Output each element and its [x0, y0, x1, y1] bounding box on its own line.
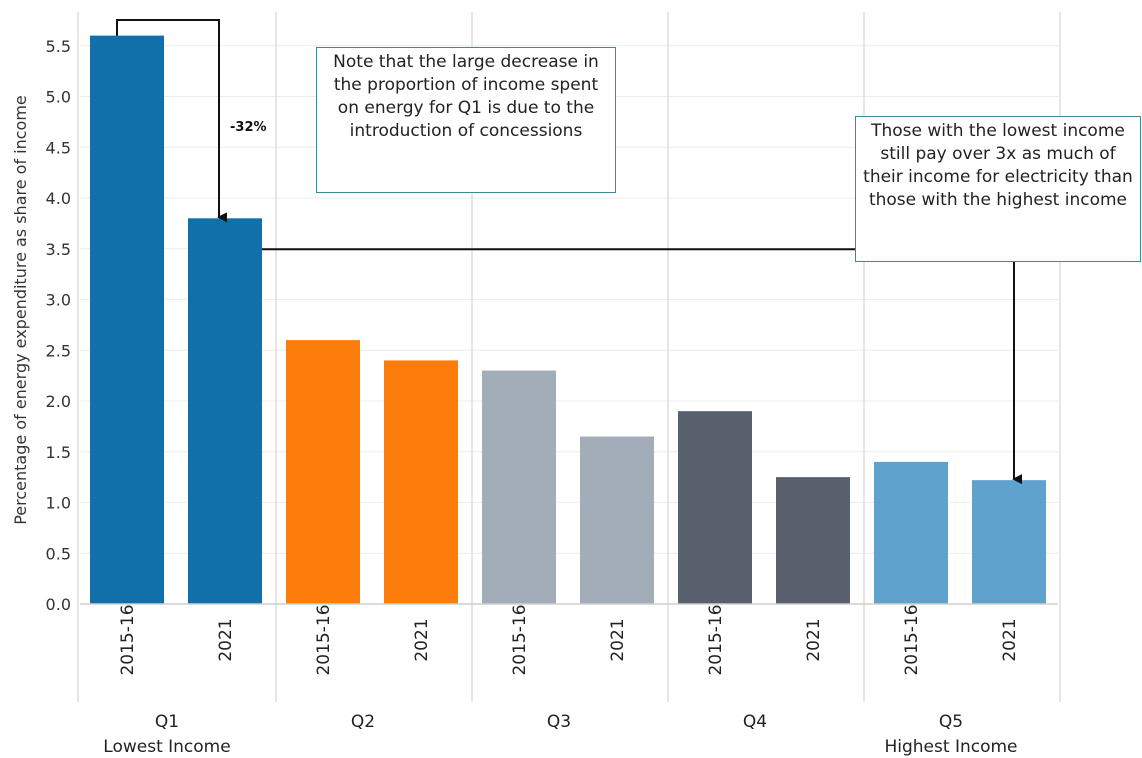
- group-label: Q2: [351, 712, 375, 732]
- y-tick-label: 2.0: [46, 392, 71, 411]
- group-sublabel: Lowest Income: [103, 737, 230, 757]
- y-tick-label: 5.0: [46, 88, 71, 107]
- y-tick-label: 1.0: [46, 494, 71, 513]
- x-tick-label: 2015-16: [118, 604, 138, 675]
- annotation-note-concessions: Note that the large decrease in the prop…: [316, 47, 616, 193]
- y-tick-label: 2.5: [46, 341, 71, 360]
- x-tick-label: 2021: [412, 618, 432, 661]
- group-label: Q3: [547, 712, 571, 732]
- x-tick-label: 2021: [216, 618, 236, 661]
- group-label: Q5: [939, 712, 963, 732]
- bar: [972, 480, 1046, 604]
- y-tick-label: 3.5: [46, 240, 71, 259]
- change-label: -32%: [230, 120, 267, 135]
- bar: [678, 411, 752, 604]
- y-tick-label: 4.5: [46, 138, 71, 157]
- y-tick-label: 0.0: [46, 595, 71, 614]
- x-tick-label: 2021: [608, 618, 628, 661]
- y-tick-label: 5.5: [46, 37, 71, 56]
- x-tick-label: 2015-16: [510, 604, 530, 675]
- bar: [90, 35, 164, 605]
- y-tick-label: 0.5: [46, 544, 71, 563]
- axes: 0.0 0.5 1.0 1.5 2.0 2.5 3.0 3.5 4.0 4.5 5.0 5.5 2015…: [11, 37, 1058, 757]
- annotation-note-lowest-income: Those with the lowest income still pay o…: [855, 116, 1141, 262]
- group-label: Q4: [743, 712, 767, 732]
- y-tick-label: 3.0: [46, 291, 71, 310]
- arrow-q1-change: [116, 19, 227, 223]
- group-label: Q1: [155, 712, 179, 732]
- bars: [90, 35, 1046, 605]
- bar: [776, 477, 850, 604]
- x-tick-label: 2015-16: [314, 604, 334, 675]
- bar: [188, 218, 262, 605]
- x-tick-label: 2021: [804, 618, 824, 661]
- y-tick-label: 4.0: [46, 189, 71, 208]
- bar: [286, 340, 360, 604]
- y-axis-label: Percentage of energy expenditure as shar…: [11, 95, 30, 525]
- bar: [874, 461, 948, 604]
- x-tick-label: 2015-16: [706, 604, 726, 675]
- x-tick-label: 2021: [1000, 618, 1020, 661]
- bar: [482, 370, 556, 604]
- bar: [384, 360, 458, 604]
- y-tick-label: 1.5: [46, 443, 71, 462]
- x-tick-label: 2015-16: [902, 604, 922, 675]
- group-sublabel: Highest Income: [884, 737, 1017, 757]
- bar: [580, 436, 654, 604]
